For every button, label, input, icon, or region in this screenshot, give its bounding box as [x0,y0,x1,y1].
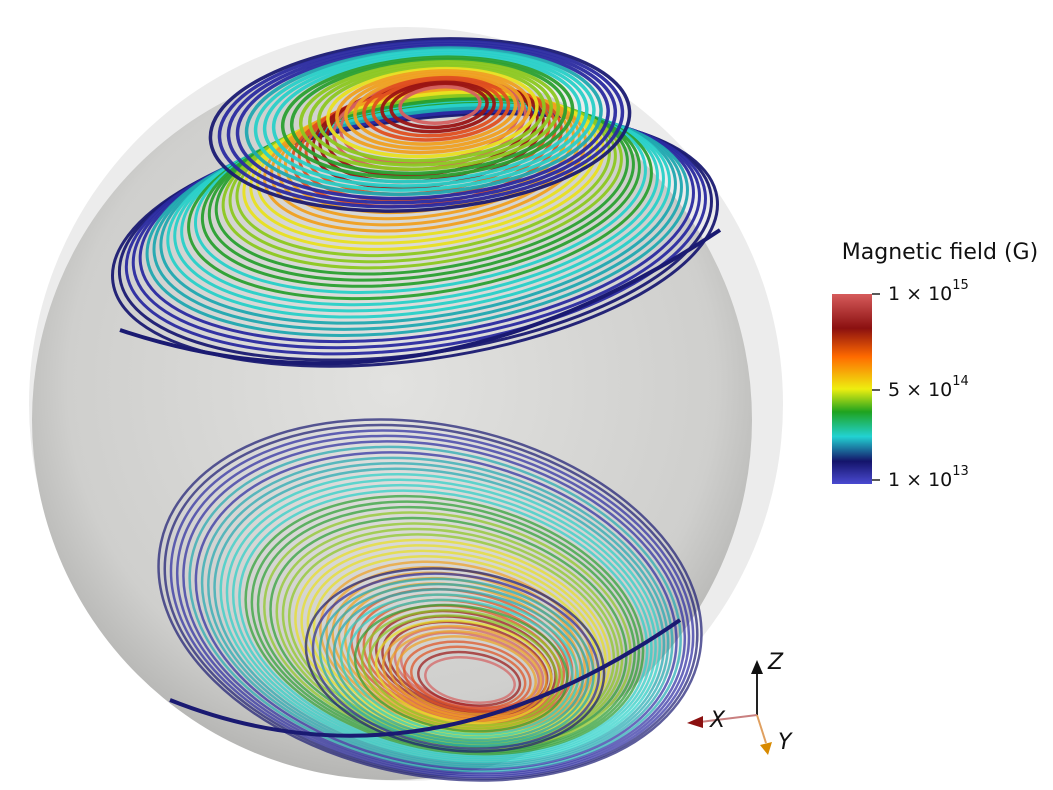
field-line [169,618,682,738]
tick-base: 1 × 10 [888,469,952,491]
field-line [311,572,601,750]
field-line [262,50,589,188]
field-line [388,629,543,719]
y-axis [756,714,767,744]
field-line [395,635,537,716]
field-line [381,624,548,722]
field-line [217,39,625,209]
x-arrow [687,716,703,728]
field-line [424,656,516,704]
field-lines [111,37,722,782]
field-line [244,46,603,197]
field-line [188,445,682,773]
colorbar-title: Magnetic field (G) [842,240,1038,265]
colorbar-tick-label: 1 × 1013 [888,464,969,491]
field-line [332,588,585,742]
field-line [410,645,527,710]
field-line [275,522,624,746]
z-label: Z [767,650,784,675]
field-line [208,37,632,213]
field-line [304,567,606,753]
field-line [280,55,575,180]
field-line [289,57,568,176]
field-line [271,53,582,184]
x-label: X [709,708,726,733]
field-line [353,73,518,146]
field-line [389,82,489,130]
z-arrow [751,660,763,674]
field-line [219,472,661,763]
field-line [244,494,645,756]
field-line [335,69,532,155]
field-line [362,75,511,142]
field-line [325,582,590,745]
field-line [226,41,618,205]
field-line [163,423,699,780]
field-line [317,64,546,163]
field-line [169,429,695,778]
field-line [371,78,504,138]
field-line [231,483,653,760]
field-line [403,640,532,713]
field-line [380,80,496,134]
field-line [194,451,678,771]
tick-base: 5 × 10 [888,379,952,401]
axes-triad: Z X Y [687,650,793,755]
tick-exponent: 14 [952,374,969,389]
field-line [213,467,666,765]
field-line [235,44,610,201]
field-line [175,434,691,777]
field-line [398,85,482,125]
colorbar-tick-label: 1 × 1015 [888,278,969,305]
field-line [238,489,649,758]
field-line [256,505,636,752]
field-line [318,577,595,748]
x-axis [699,714,758,723]
colorbar-tick-label: 5 × 1014 [888,374,969,401]
tick-exponent: 13 [952,464,969,479]
y-label: Y [778,730,793,755]
field-line [182,440,687,775]
field-line [119,228,722,366]
field-line [157,418,703,782]
field-line [200,456,674,769]
field-line [298,60,561,171]
tick-exponent: 15 [952,278,969,293]
tick-base: 1 × 10 [888,283,952,305]
field-line [344,71,525,151]
field-line [308,62,553,167]
colorbar [832,294,872,484]
field-line [417,650,522,707]
field-line [374,619,553,725]
y-arrow [760,742,772,755]
field-line [225,478,657,762]
field-line [294,538,611,741]
field-line [207,462,670,767]
field-line [253,48,596,192]
field-line [326,66,539,159]
field-line [360,609,564,730]
